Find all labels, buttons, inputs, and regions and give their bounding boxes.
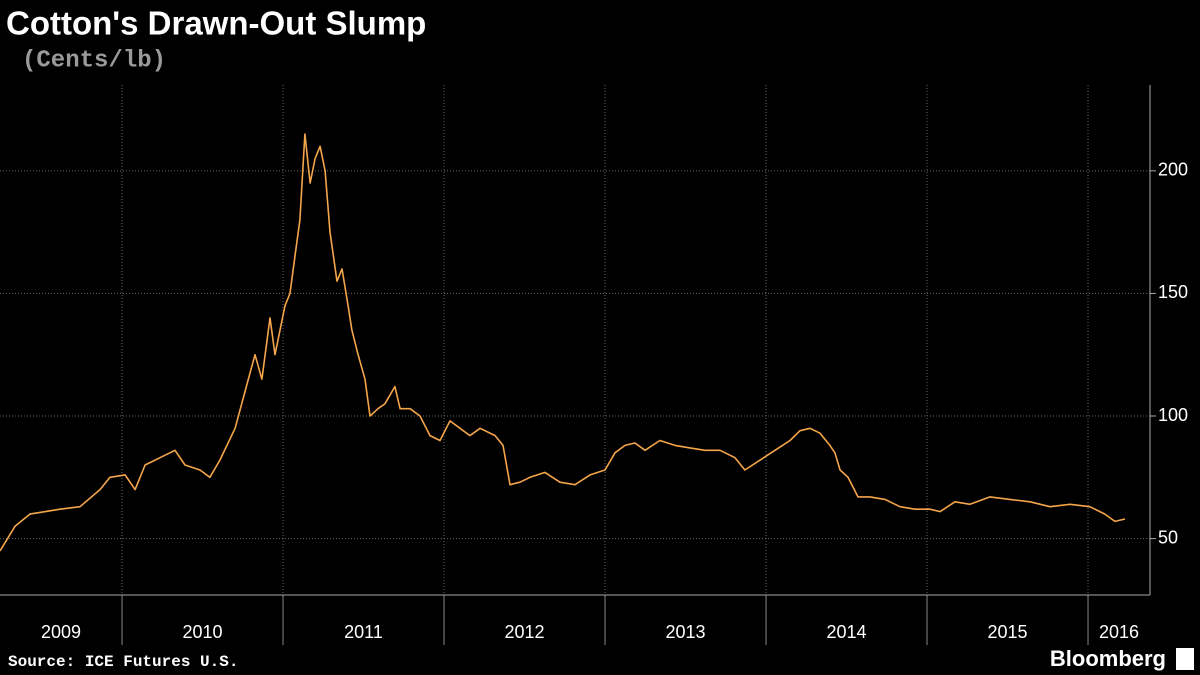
x-tick-label: 2011: [344, 622, 383, 642]
x-tick-label: 2014: [826, 622, 866, 642]
x-tick-label: 2010: [183, 622, 223, 642]
source: Source: ICE Futures U.S.: [8, 653, 238, 671]
x-tick-label: 2012: [505, 622, 545, 642]
chart-title: Cotton's Drawn-Out Slump: [6, 5, 426, 42]
line: [0, 133, 1126, 552]
x-tick-label: 2015: [987, 622, 1027, 642]
x-tick-label: 2016: [1099, 622, 1139, 642]
x-tick-label: 2009: [41, 622, 81, 642]
y-tick-label: 200: [1158, 160, 1188, 180]
y-tick-label: 150: [1158, 282, 1188, 302]
brand-icon: [1176, 648, 1194, 670]
x-tick-label: 2013: [666, 622, 706, 642]
y-tick-label: 50: [1158, 527, 1178, 547]
brand: Bloomberg: [1050, 646, 1166, 671]
chart-subtitle: (Cents/lb): [22, 47, 166, 74]
y-tick-label: 100: [1158, 405, 1188, 425]
